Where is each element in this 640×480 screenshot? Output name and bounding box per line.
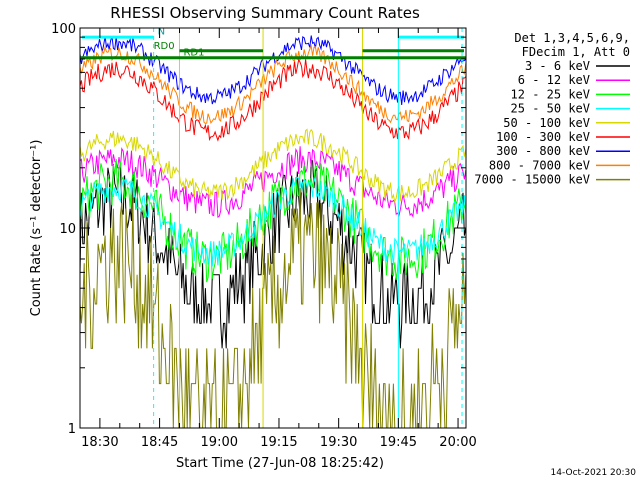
axis-layer: 1 10 100 18:30 18:45 19:00 19:15 19:30 19:45 20:0… — [51, 22, 477, 450]
legend-header-line-2: FDecim 1, Att 0 — [522, 45, 630, 59]
flag-label: RD1 — [183, 47, 204, 58]
series-line — [79, 146, 467, 219]
y-axis-label: Count Rate (s⁻¹ detector⁻¹) — [29, 140, 44, 317]
legend-entry-label: 6 - 12 keV — [518, 73, 590, 87]
series-layer — [79, 35, 467, 429]
y-tick-label: 100 — [51, 22, 76, 37]
legend-entry-label: 300 - 800 keV — [496, 144, 590, 158]
x-tick-label: 19:15 — [260, 435, 297, 450]
series-line — [79, 57, 467, 142]
legend-entry-label: 12 - 25 keV — [511, 87, 590, 101]
y-tick-label: 1 — [68, 422, 76, 437]
x-tick-label: 20:00 — [439, 435, 476, 450]
series-line — [79, 158, 467, 283]
x-tick-label: 19:45 — [380, 435, 417, 450]
legend-entry-label: 7000 - 15000 keV — [474, 173, 590, 187]
x-tick-label: 19:30 — [320, 435, 357, 450]
series-line — [79, 35, 467, 106]
y-tick-label: 10 — [59, 222, 76, 237]
flag-label: RD0 — [154, 41, 175, 52]
chart-title: RHESSI Observing Summary Count Rates — [110, 4, 420, 22]
x-tick-label: 18:45 — [141, 435, 178, 450]
series-line — [79, 176, 467, 267]
legend-entry-label: 50 - 100 keV — [503, 116, 590, 130]
series-line — [79, 44, 467, 125]
x-tick-label: 18:30 — [81, 435, 118, 450]
legend-entry-label: 25 - 50 keV — [511, 102, 590, 116]
legend-entry-label: 100 - 300 keV — [496, 130, 590, 144]
footer-date: 14-Oct-2021 20:30 — [551, 468, 637, 478]
legend-entry-label: 800 - 7000 keV — [489, 158, 590, 172]
series-line — [79, 128, 467, 204]
series-line — [79, 160, 467, 349]
legend: Det 1,3,4,5,6,9, FDecim 1, Att 0 3 - 6 k… — [474, 31, 630, 187]
legend-header-line-1: Det 1,3,4,5,6,9, — [514, 31, 630, 45]
x-tick-label: 19:00 — [201, 435, 238, 450]
x-axis-label: Start Time (27-Jun-08 18:25:42) — [176, 456, 384, 471]
flag-label: N — [158, 26, 165, 37]
legend-entry-label: 3 - 6 keV — [525, 59, 590, 73]
